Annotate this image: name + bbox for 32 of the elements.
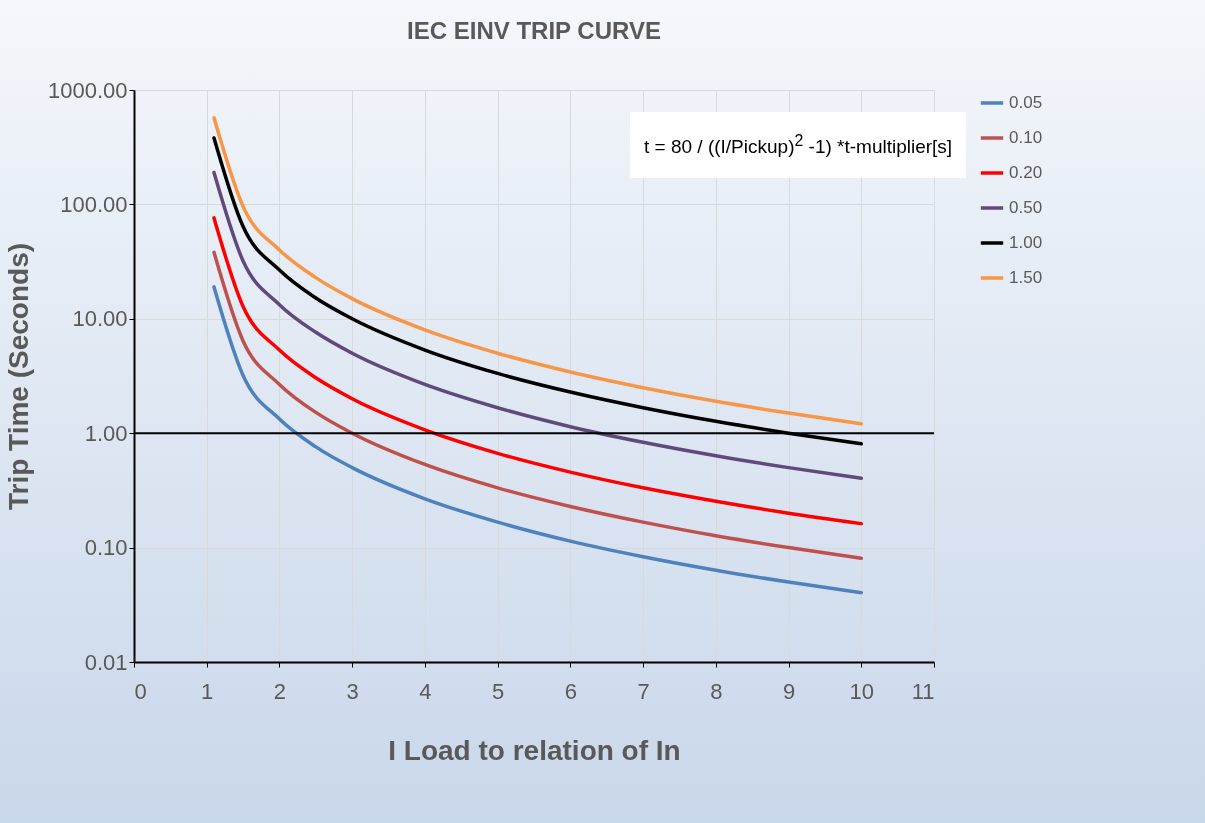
- y-tick-label: 10.00: [72, 306, 128, 332]
- x-tick-label: 10: [849, 678, 875, 704]
- x-tick-label: 1: [201, 678, 214, 704]
- x-tick-label: 3: [346, 678, 359, 704]
- annotation: t = 80 / ((I/Pickup)$^{2}$ -1) *t-multiplier[s]: [630, 112, 967, 179]
- y-tick-label: 1000.00: [47, 77, 128, 103]
- x-tick-label: 5: [492, 678, 505, 704]
- legend-label: 1.50: [1009, 268, 1043, 287]
- y-tick-label: 1.00: [84, 420, 128, 446]
- x-tick-label: 9: [782, 678, 796, 704]
- x-tick-label: 6: [564, 678, 577, 704]
- x-tick-label: 0: [134, 678, 147, 704]
- x-tick-label: 8: [710, 678, 723, 704]
- line-series: [212, 285, 864, 595]
- chart-title: IEC EINV TRIP CURVE: [407, 17, 661, 44]
- y-tick-label: 0.01: [84, 649, 128, 675]
- legend-label: 0.10: [1009, 128, 1043, 147]
- y-tick-label: 100.00: [60, 191, 128, 217]
- y-tick-label: 0.10: [84, 535, 128, 561]
- x-tick-label: 7: [637, 678, 650, 704]
- x-tick-label: 4: [419, 678, 432, 704]
- line-series: [212, 216, 864, 526]
- legend-label: 0.20: [1009, 163, 1043, 182]
- legend-label: 1.00: [1009, 233, 1043, 252]
- x-axis-title: I Load to relation of In: [388, 734, 681, 766]
- legend-label: 0.05: [1009, 93, 1043, 112]
- y-axis-title: Trip Time (Seconds): [2, 242, 34, 511]
- x-tick-label: 11: [911, 678, 935, 704]
- legend-label: 0.50: [1009, 198, 1043, 217]
- x-tick-label: 2: [273, 678, 287, 704]
- line-series: [212, 170, 864, 480]
- line-series: [212, 250, 864, 560]
